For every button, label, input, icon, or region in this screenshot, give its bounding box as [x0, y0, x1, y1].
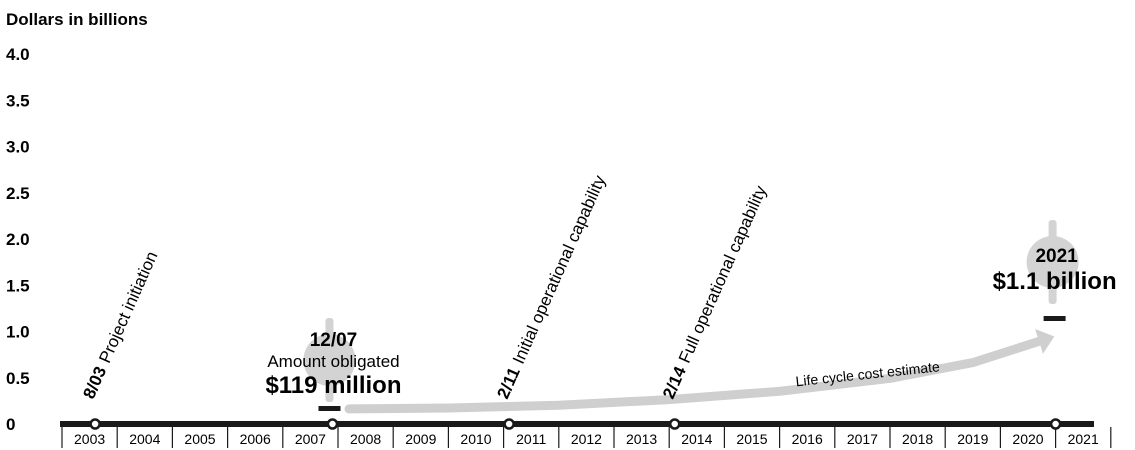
year-label: 2008 [350, 431, 381, 447]
timeline-axis: 2003 2004 2005 2006 2007 2008 2009 2010 2011 2012… [60, 421, 1112, 448]
milestone-text: Project initiation [95, 249, 161, 366]
year-label: 2012 [571, 431, 602, 447]
year-label: 2020 [1012, 431, 1043, 447]
milestone-label: 8/03Project initiation [79, 249, 161, 402]
dollar-icon [1026, 236, 1079, 288]
year-label: 2010 [460, 431, 491, 447]
year-label: 2013 [626, 431, 657, 447]
annotation-value: $119 million [265, 372, 401, 399]
year-label: 2011 [516, 431, 546, 447]
y-tick-labels: 4.0 3.5 3.0 2.5 2.0 1.5 1.0 0.5 0 [6, 45, 30, 434]
year-label: 2019 [957, 431, 988, 447]
y-tick-label: 0 [6, 415, 15, 434]
year-label: 2018 [902, 431, 933, 447]
y-axis-title: Dollars in billions [6, 10, 148, 29]
y-tick-label: 3.0 [6, 138, 30, 157]
year-label: 2016 [792, 431, 823, 447]
milestones: 8/03Project initiation 2/11Initial operat… [79, 172, 1062, 430]
milestone-date: 2/11 [493, 365, 523, 402]
milestone-label: 2/14Full operational capability [659, 182, 770, 401]
dollar-icon [303, 334, 356, 386]
annotation-value: $1.1 billion [993, 268, 1117, 295]
axis-line [60, 421, 1094, 427]
year-label: 2009 [405, 431, 436, 447]
y-tick-label: 2.0 [6, 230, 30, 249]
timeline-dot [89, 418, 101, 430]
annotation-date: 2021 [1035, 246, 1078, 267]
cost-curve-arrowhead [1035, 329, 1055, 354]
cost-curve-line [344, 336, 1044, 414]
year-label: 2005 [184, 431, 215, 447]
annotation-date: 12/07 [310, 330, 358, 351]
year-label: 2007 [295, 431, 326, 447]
milestone: 2/14Full operational capability [659, 182, 770, 401]
milestone: 2/11Initial operational capability [493, 172, 609, 402]
timeline-dot [1049, 418, 1062, 430]
year-label: 2017 [847, 431, 878, 447]
year-label: 2021 [1068, 431, 1099, 447]
timeline-dot [668, 418, 681, 430]
timeline-dot [326, 418, 339, 430]
annotation-subtitle: Amount obligated [267, 352, 399, 371]
year-label: 2004 [129, 431, 160, 447]
dollar-icons [303, 220, 1079, 402]
y-tick-label: 2.5 [6, 184, 30, 203]
milestone-text: Initial operational capability [509, 172, 610, 367]
year-label: 2014 [681, 431, 712, 447]
timeline-dot [503, 418, 515, 430]
year-label: 2003 [74, 431, 105, 447]
year-label: 2015 [736, 431, 767, 447]
milestone-label: 2/11Initial operational capability [493, 172, 609, 402]
value-marker [318, 406, 341, 411]
y-tick-label: 1.5 [6, 276, 30, 295]
milestone: 8/03Project initiation [79, 249, 161, 402]
y-tick-label: 1.0 [6, 323, 30, 342]
milestone-date: 8/03 [79, 364, 110, 402]
y-tick-label: 0.5 [6, 369, 30, 388]
milestone-text: Full operational capability [675, 182, 771, 365]
value-marker [1043, 316, 1066, 321]
y-tick-label: 3.5 [6, 91, 30, 110]
year-label: 2006 [240, 431, 271, 447]
y-tick-label: 4.0 [6, 45, 30, 64]
